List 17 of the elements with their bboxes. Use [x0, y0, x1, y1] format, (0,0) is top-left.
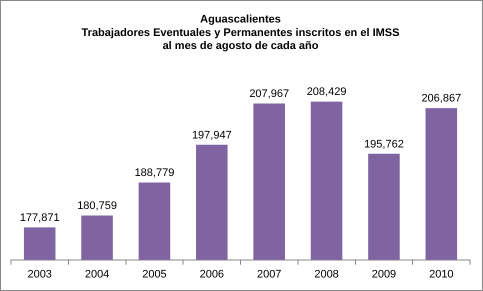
- x-tick-label: 2003: [27, 268, 52, 280]
- x-tick-label: 2008: [314, 268, 339, 280]
- chart-title: Aguascalientes Trabajadores Eventuales y Permanentes inscritos en el IMSS al mes de agosto de cada año: [82, 14, 400, 52]
- data-label: 188,779: [134, 167, 174, 180]
- x-tick-label: 2006: [200, 268, 224, 280]
- x-tick-label: 2007: [256, 268, 282, 280]
- data-label: 177,871: [20, 212, 60, 224]
- x-tick-label: 2009: [372, 268, 396, 280]
- x-tick-label: 2005: [142, 268, 167, 280]
- data-label: 197,947: [192, 129, 232, 142]
- x-tick-label: 2010: [429, 268, 454, 280]
- data-label: 207,967: [249, 88, 290, 100]
- data-label: 206,867: [421, 92, 462, 105]
- x-tick-label: 2004: [84, 268, 110, 280]
- data-label: 180,759: [77, 200, 117, 212]
- data-label: 195,762: [364, 138, 404, 150]
- data-label: 208,429: [306, 86, 346, 98]
